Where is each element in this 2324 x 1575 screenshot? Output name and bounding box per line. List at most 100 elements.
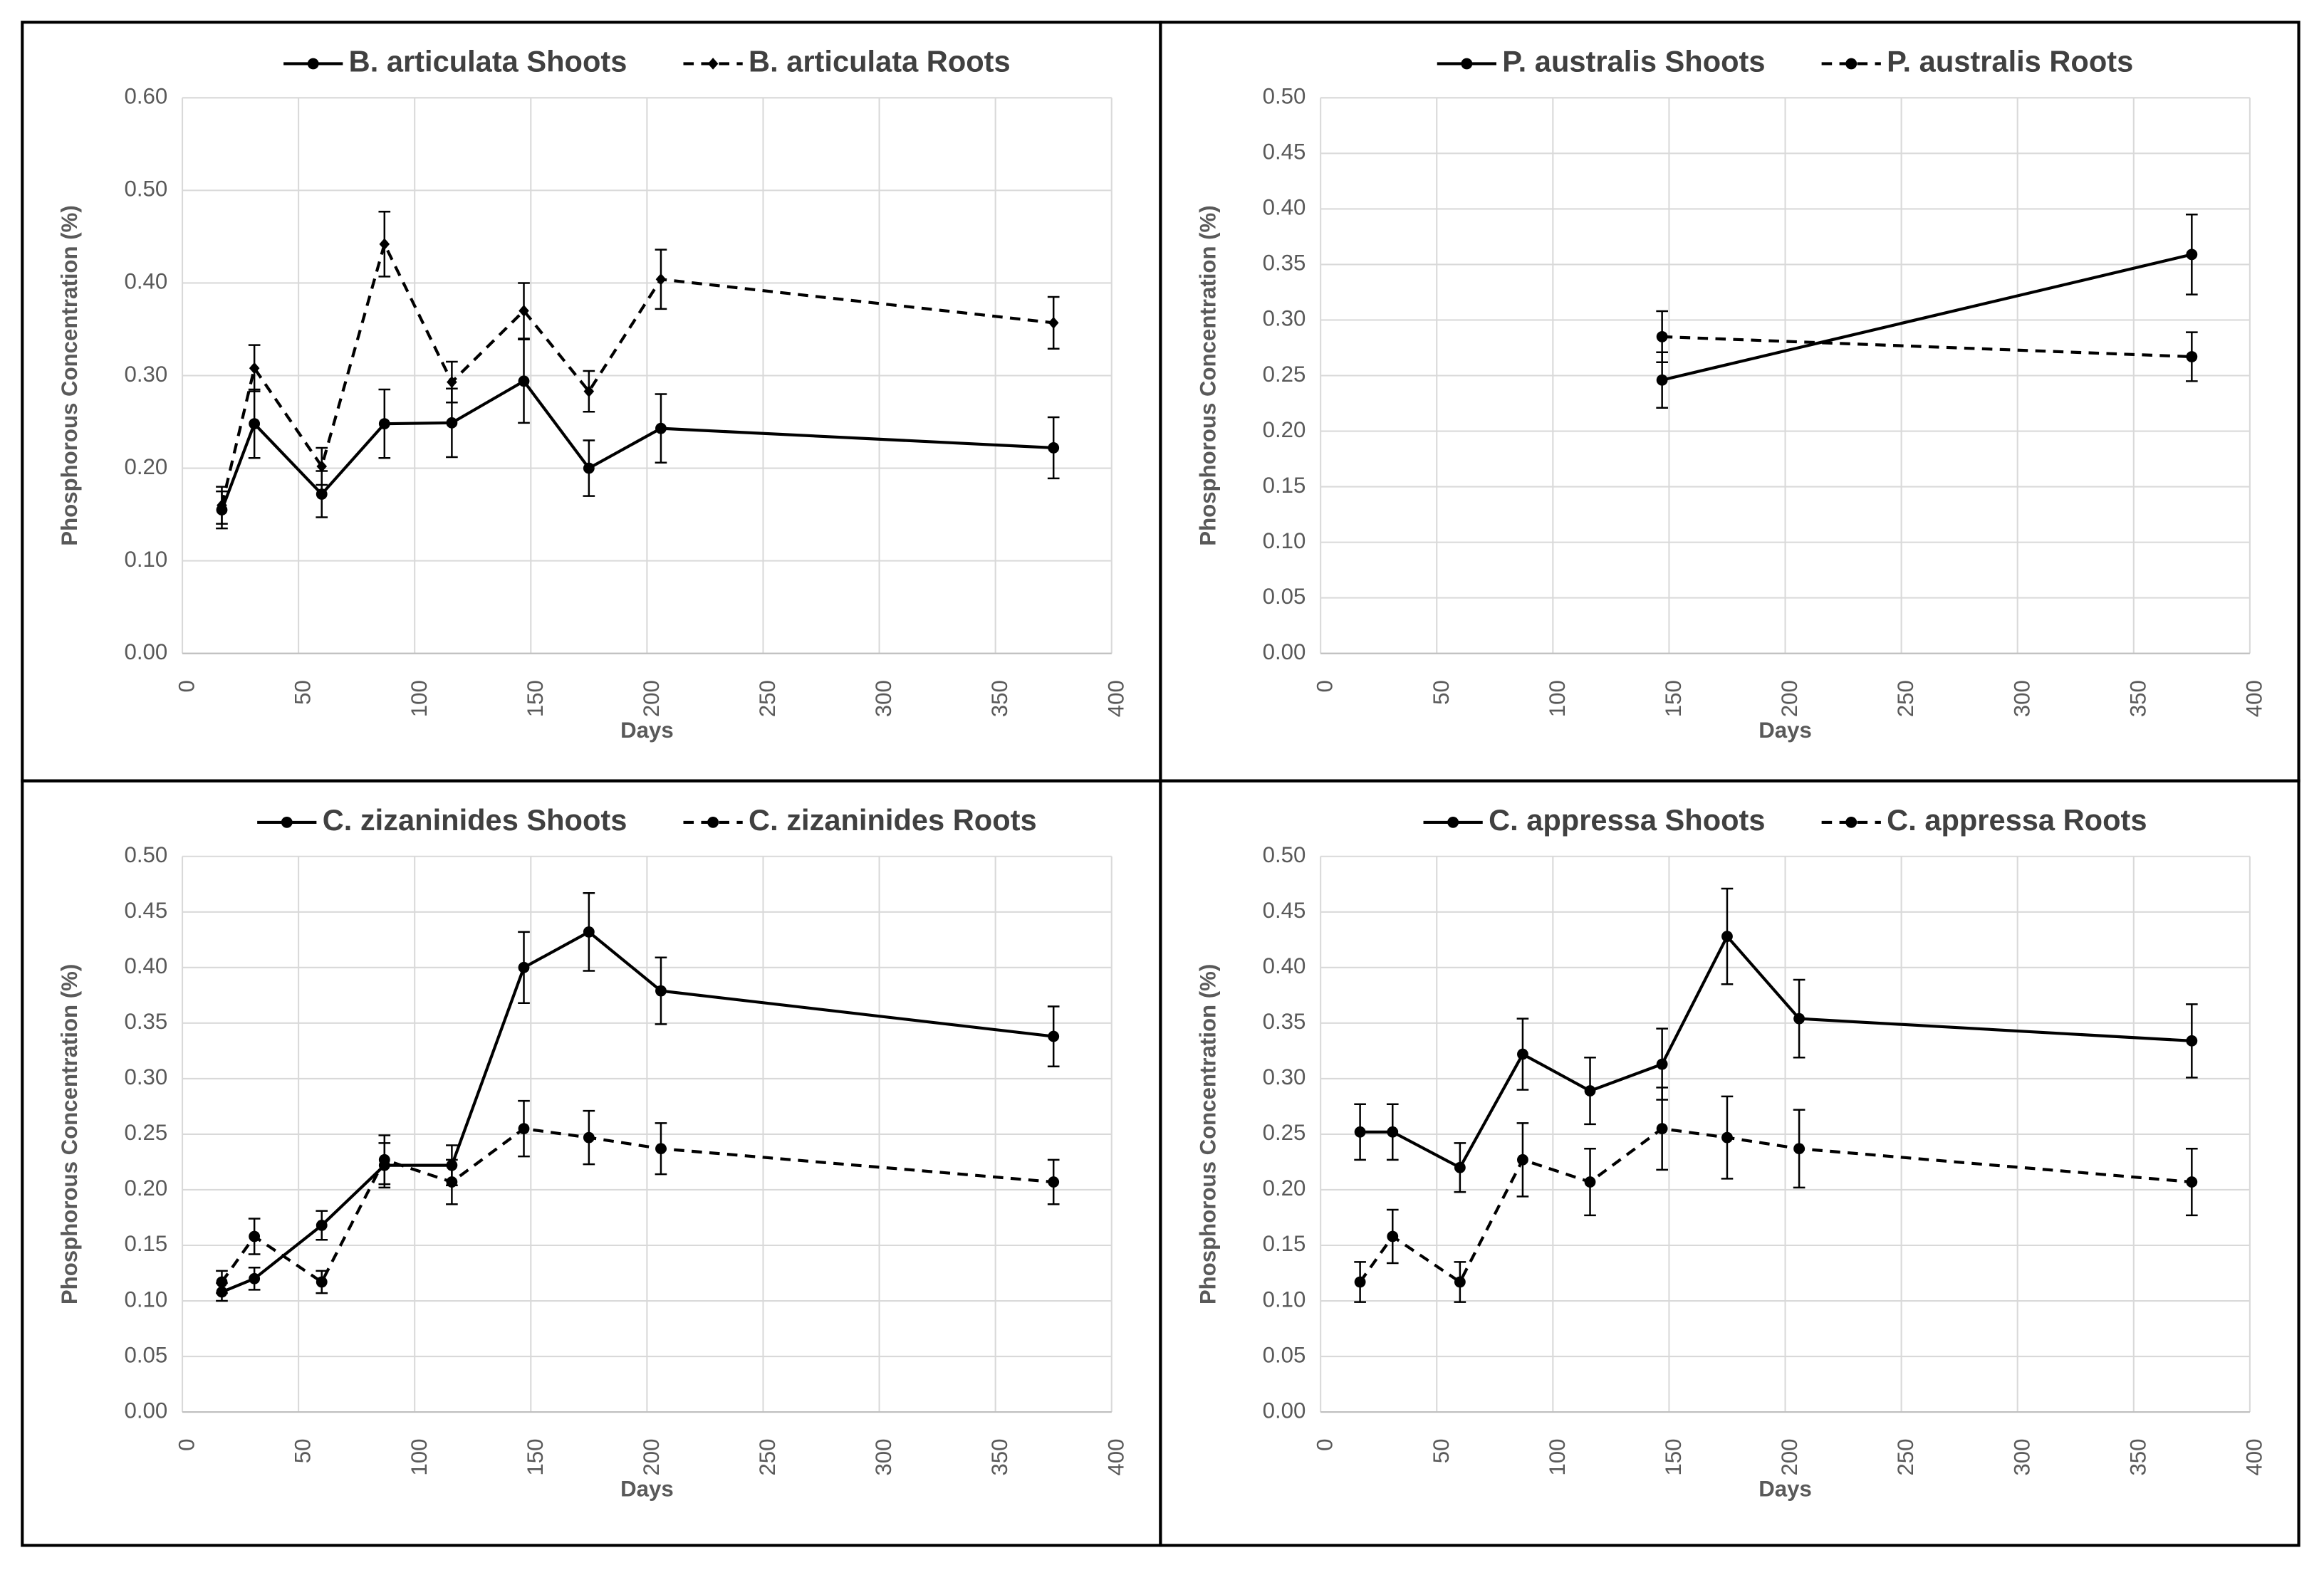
y-tick-label: 0.40 xyxy=(1263,953,1306,978)
x-tick-label: 300 xyxy=(871,680,896,717)
data-point xyxy=(446,417,458,429)
y-tick-label: 0.50 xyxy=(1263,842,1306,867)
data-point xyxy=(583,385,595,397)
y-tick-label: 0.20 xyxy=(124,454,167,479)
legend-item: C. zizaninides Shoots xyxy=(257,803,627,837)
y-tick-label: 0.45 xyxy=(124,898,167,923)
y-axis-title: Phosphorous Concentration (%) xyxy=(1195,205,1220,545)
y-tick-label: 0.45 xyxy=(1263,898,1306,923)
data-point xyxy=(1721,931,1733,943)
series-line xyxy=(1662,253,2192,382)
legend-item: P. australis Shoots xyxy=(1437,44,1766,78)
data-point xyxy=(1656,1058,1668,1070)
x-tick-label: 150 xyxy=(523,1439,548,1476)
y-tick-label: 0.20 xyxy=(1263,417,1306,442)
legend-label: B. articulata Roots xyxy=(749,44,1011,78)
x-tick-label: 350 xyxy=(2125,680,2150,717)
x-tick-label: 100 xyxy=(407,1439,432,1476)
x-tick-label: 150 xyxy=(1661,1439,1686,1476)
x-tick-label: 300 xyxy=(2009,1439,2034,1476)
x-tick-label: 50 xyxy=(1429,1439,1454,1464)
x-tick-label: 200 xyxy=(639,680,664,717)
data-point xyxy=(216,1276,228,1288)
x-tick-label: 350 xyxy=(987,1439,1012,1476)
x-tick-label: 250 xyxy=(1893,680,1918,717)
x-tick-label: 300 xyxy=(2009,680,2034,717)
data-point xyxy=(518,375,530,387)
x-tick-label: 200 xyxy=(1777,680,1802,717)
data-point xyxy=(1517,1153,1528,1166)
y-tick-label: 0.05 xyxy=(1263,1342,1306,1367)
x-tick-label: 250 xyxy=(1893,1439,1918,1476)
data-point xyxy=(583,1131,595,1144)
data-point xyxy=(1454,1276,1466,1288)
legend: C. zizaninides Shoots C. zizaninides Root… xyxy=(257,803,1037,837)
legend-marker xyxy=(1845,816,1857,828)
data-point xyxy=(583,462,595,474)
x-tick-label: 400 xyxy=(1103,1439,1128,1476)
legend-marker xyxy=(707,58,719,70)
y-tick-label: 0.60 xyxy=(124,84,167,109)
x-tick-label: 150 xyxy=(1661,680,1686,717)
legend-item: B. articulata Roots xyxy=(683,44,1011,78)
data-point xyxy=(2186,1035,2198,1047)
x-tick-label: 400 xyxy=(2241,680,2266,717)
y-tick-label: 0.05 xyxy=(124,1342,167,1367)
y-tick-label: 0.40 xyxy=(124,269,167,294)
x-tick-label: 50 xyxy=(1429,680,1454,705)
data-point xyxy=(379,238,390,251)
y-tick-label: 0.30 xyxy=(1263,306,1306,331)
y-tick-label: 0.35 xyxy=(124,1009,167,1034)
data-point xyxy=(1793,1143,1805,1155)
y-tick-label: 0.00 xyxy=(124,1398,167,1423)
y-tick-label: 0.35 xyxy=(1263,1009,1306,1034)
y-tick-label: 0.45 xyxy=(1263,140,1306,164)
legend-marker xyxy=(1461,58,1473,70)
data-point xyxy=(1721,1131,1733,1144)
legend-item: B. articulata Shoots xyxy=(283,44,627,78)
data-point xyxy=(1454,1161,1466,1173)
x-tick-label: 150 xyxy=(523,680,548,717)
y-tick-label: 0.25 xyxy=(1263,362,1306,387)
x-tick-label: 0 xyxy=(174,680,199,692)
y-tick-label: 0.40 xyxy=(124,953,167,978)
data-point xyxy=(249,418,261,430)
x-tick-label: 100 xyxy=(407,680,432,717)
y-tick-label: 0.30 xyxy=(1263,1064,1306,1089)
chart-panel: 0.00 0.10 0.20 0.30 0.40 0.50 0.60 0 50 100 150 200… xyxy=(21,21,1162,783)
x-tick-label: 250 xyxy=(755,680,780,717)
legend: B. articulata Shoots B. articulata Roots xyxy=(283,44,1011,78)
y-tick-label: 0.20 xyxy=(124,1176,167,1200)
y-tick-label: 0.30 xyxy=(124,362,167,387)
y-tick-label: 0.20 xyxy=(1263,1176,1306,1200)
chart-panel: 0.00 0.05 0.10 0.15 0.20 0.25 0.30 0.35 0.40 0.45… xyxy=(1159,21,2300,783)
data-point xyxy=(2186,248,2198,261)
y-tick-label: 0.50 xyxy=(1263,84,1306,109)
x-tick-label: 400 xyxy=(2241,1439,2266,1476)
data-point xyxy=(446,1176,458,1188)
y-tick-label: 0.10 xyxy=(124,547,167,572)
legend-item: C. zizaninides Roots xyxy=(683,803,1037,837)
legend-marker xyxy=(1447,816,1459,828)
data-point xyxy=(316,1219,328,1231)
legend: C. appressa Shoots C. appressa Roots xyxy=(1423,803,2147,837)
legend-label: C. zizaninides Roots xyxy=(749,803,1037,837)
x-tick-label: 0 xyxy=(1313,680,1338,692)
data-point xyxy=(1584,1085,1596,1097)
y-axis-title: Phosphorous Concentration (%) xyxy=(1195,964,1220,1304)
legend-item: C. appressa Shoots xyxy=(1423,803,1766,837)
data-point xyxy=(1354,1276,1366,1288)
data-point xyxy=(249,1272,261,1284)
legend-item: C. appressa Roots xyxy=(1821,803,2147,837)
chart-panel: 0.00 0.05 0.10 0.15 0.20 0.25 0.30 0.35 0.40 0.45… xyxy=(21,779,1162,1547)
y-tick-label: 0.10 xyxy=(124,1287,167,1312)
x-axis-title: Days xyxy=(620,718,674,743)
y-tick-label: 0.00 xyxy=(1263,1398,1306,1423)
y-tick-label: 0.25 xyxy=(124,1120,167,1145)
y-tick-label: 0.30 xyxy=(124,1064,167,1089)
legend: P. australis Shoots P. australis Roots xyxy=(1437,44,2133,78)
x-tick-label: 300 xyxy=(871,1439,896,1476)
data-point xyxy=(1354,1126,1366,1138)
